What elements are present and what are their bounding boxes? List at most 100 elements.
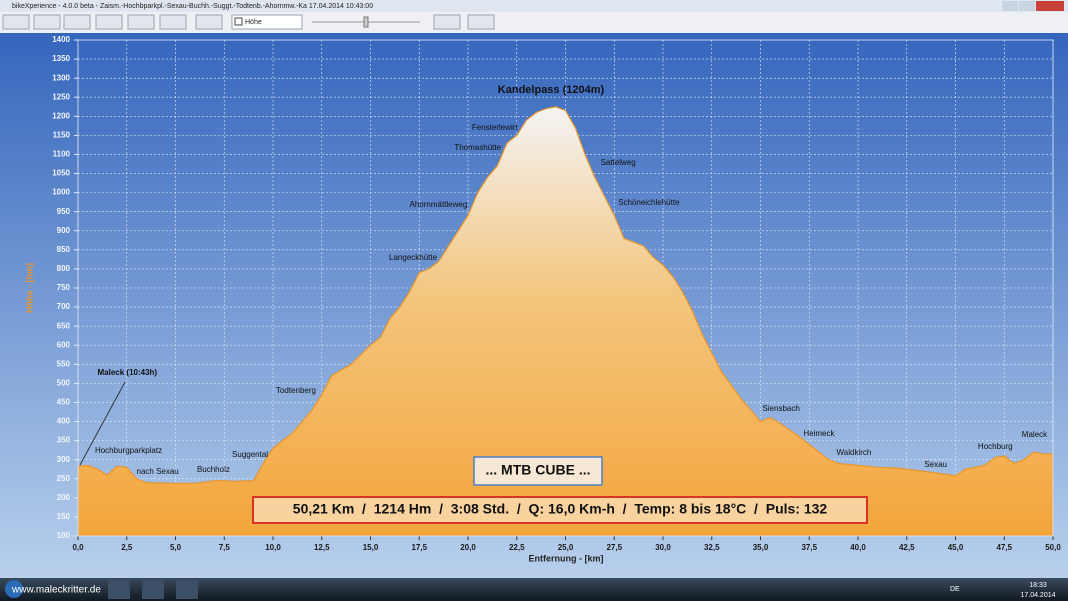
taskbar-language: DE [950,586,960,593]
heart-button[interactable] [195,14,223,30]
x-tick-label: 20,0 [460,543,476,552]
annotation: Hochburg [978,442,1013,451]
y-tick-label: 650 [57,321,71,330]
y-tick-label: 300 [57,455,71,464]
x-tick-label: 47,5 [996,543,1012,552]
y-tick-label: 1150 [53,130,71,139]
stats-box-text: 50,21 Km / 1214 Hm / 3:08 Std. / Q: 16,0… [293,501,828,517]
x-tick-label: 50,0 [1045,543,1061,552]
exit-button[interactable] [467,14,495,30]
annotation: Todtenberg [276,386,316,395]
slider-thumb[interactable] [363,16,369,28]
print-button[interactable] [33,14,61,30]
annotation: Fensterlewirt [472,123,519,132]
y-tick-label: 400 [57,417,71,426]
x-tick-label: 37,5 [801,543,817,552]
y-tick-label: 600 [57,340,71,349]
annotation: Sexau [924,460,947,469]
annotation: Sattelweg [601,158,636,167]
close-button[interactable] [1036,1,1064,11]
chart-title: Kandelpass (1204m) [498,84,605,96]
maximize-button[interactable] [1019,1,1035,11]
toolbar-buttons [2,14,495,30]
taskbar-url: www.maleckritter.de [11,585,101,596]
x-tick-label: 7,5 [219,543,231,552]
taskbar-date: 17.04.2014 [1020,592,1055,599]
y-tick-label: 850 [57,245,71,254]
annotation: Siensbach [762,404,799,413]
y-tick-label: 1400 [52,35,70,44]
y-tick-label: 950 [57,207,71,216]
annotation: Schöneichlehütte [618,198,680,207]
y-tick-label: 1000 [52,188,70,197]
x-tick-label: 22,5 [509,543,525,552]
zoom-button[interactable] [2,14,30,30]
x-axis-label: Entfernung - [km] [529,553,604,563]
window-title: bikeXperience - 4.0.0 beta - Zaism.-Hoch… [12,3,373,10]
annotation: Waldkirch [837,448,872,457]
x-tick-label: 12,5 [314,543,330,552]
minimize-button[interactable] [1002,1,1018,11]
annotation: Maleck (10:43h) [98,368,158,377]
layer-dropdown[interactable] [231,14,303,30]
x-tick-label: 2,5 [121,543,133,552]
y-tick-label: 1050 [52,169,70,178]
y-tick-label: 1350 [52,54,70,63]
annotation-pointer [79,381,126,466]
y-tick-label: 800 [57,264,71,273]
x-tick-label: 40,0 [850,543,866,552]
y-tick-label: 100 [57,531,71,540]
elevation-area [78,106,1053,537]
y-tick-label: 250 [57,474,71,483]
x-tick-label: 45,0 [948,543,964,552]
taskbar [0,578,1068,601]
x-tick-label: 15,0 [363,543,379,552]
annotation: Buchholz [197,465,230,474]
y-tick-label: 150 [57,512,71,521]
annotation: Langeckhütte [389,253,438,262]
plot-frame [77,39,1054,537]
y-tick-label: 500 [57,378,71,387]
x-tick-label: 0,0 [72,543,84,552]
y-tick-label: 1300 [52,73,70,82]
taskbar-app[interactable] [176,580,198,599]
image-button[interactable] [433,14,461,30]
y-tick-label: 450 [57,398,71,407]
x-tick-label: 17,5 [411,543,427,552]
x-tick-label: 30,0 [655,543,671,552]
y-tick-label: 550 [57,359,71,368]
y-tick-label: 1200 [52,111,70,120]
y-tick-label: 700 [57,302,71,311]
annotation: nach Sexau [137,467,179,476]
layer-label: Höhe [245,19,262,26]
profile-button[interactable] [95,14,123,30]
flag-button[interactable] [159,14,187,30]
taskbar-time: 18:33 [1029,582,1047,589]
info-box [473,456,603,486]
info-box-text: ... MTB CUBE ... [486,462,591,478]
x-tick-label: 27,5 [606,543,622,552]
annotation: Thomashütte [454,143,501,152]
stats-box [252,496,868,524]
settings-button[interactable] [127,14,155,30]
annotation: Maleck [1022,430,1048,439]
y-tick-label: 900 [57,226,71,235]
y-tick-label: 200 [57,493,71,502]
y-axis-label: Höhe - [hm] [24,263,34,313]
start-button[interactable] [5,580,23,598]
x-tick-label: 35,0 [753,543,769,552]
x-tick-label: 32,5 [704,543,720,552]
taskbar-app[interactable] [142,580,164,599]
x-tick-label: 10,0 [265,543,281,552]
elevation-line [77,106,1053,484]
annotation: Suggental [232,450,268,459]
y-tick-label: 750 [57,283,71,292]
taskbar-app[interactable] [108,580,130,599]
plot: 100 150 200 250 300 350 400 450 500 550 600 650 700 7… [52,35,1061,552]
y-tick-label: 1250 [52,92,70,101]
layer-checkbox[interactable] [234,17,243,26]
export-button[interactable] [63,14,91,30]
y-tick-label: 350 [57,436,71,445]
